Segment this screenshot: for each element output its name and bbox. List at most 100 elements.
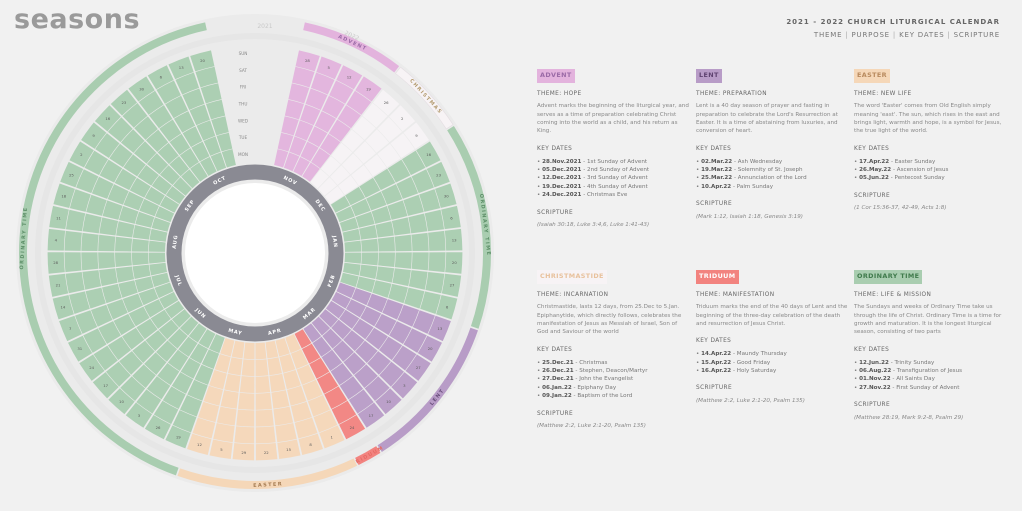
card-ordinary-time-key-dates: • 12.Jun.22 - Trinity Sunday • 06.Aug.22…	[854, 359, 1006, 393]
day-cell	[137, 164, 159, 186]
day-cell	[348, 389, 374, 414]
day-cell	[344, 252, 362, 264]
day-cell	[331, 291, 351, 309]
season-ring-segment	[303, 22, 400, 73]
card-lent: LENT THEME: PREPARATION Lent is a 40 day…	[696, 69, 848, 221]
day-cell	[372, 89, 400, 116]
app-logo[interactable]: seasons	[14, 4, 141, 35]
card-advent-key-dates-title: KEY DATES	[537, 145, 573, 152]
week-day-label: 25	[69, 172, 74, 177]
day-cell	[128, 76, 155, 102]
card-ordinary-time-tag[interactable]: ORDINARY TIME	[854, 270, 923, 284]
day-cell	[345, 186, 366, 206]
day-cell	[125, 402, 153, 428]
nav-purpose[interactable]: PURPOSE	[851, 31, 890, 39]
card-advent-tag[interactable]: ADVENT	[537, 69, 575, 83]
card-christmastide-tag[interactable]: CHRISTMASTIDE	[537, 270, 607, 284]
day-cell	[198, 401, 220, 423]
nav-theme[interactable]: THEME	[813, 31, 843, 39]
month-label: MAY	[228, 328, 243, 337]
day-cell	[322, 328, 343, 349]
card-easter-description: The word 'Easter' comes from Old English…	[854, 103, 1002, 135]
day-cell	[330, 362, 353, 386]
day-cell	[255, 342, 267, 360]
day-cell	[203, 136, 221, 156]
key-date-item: • 25.Mar.22 - Annunciation of the Lord	[696, 175, 807, 182]
week-day-label: 20	[428, 346, 433, 351]
week-day-label: 13	[452, 238, 457, 243]
day-cell	[132, 340, 155, 363]
card-easter-tag[interactable]: EASTER	[854, 69, 890, 83]
day-cell	[350, 198, 371, 217]
day-cell	[49, 205, 69, 230]
day-cell	[211, 116, 229, 136]
card-christmastide-description: Christmastide, lasts 12 days, from 25.De…	[537, 304, 682, 336]
day-cell	[361, 238, 379, 252]
day-cell	[149, 105, 173, 129]
week-day-label: 2	[80, 152, 83, 157]
day-cell	[150, 309, 171, 329]
week-day-label: 12	[197, 442, 202, 447]
day-cell	[336, 282, 356, 299]
day-cell	[60, 161, 84, 188]
card-ordinary-time-scripture: (Matthew 28:19, Mark 9:2-8, Psalm 29)	[854, 414, 964, 421]
day-cell	[99, 159, 123, 183]
day-cell	[115, 266, 135, 283]
day-cell	[375, 388, 402, 415]
week-day-label: 1	[331, 435, 334, 440]
day-cell	[354, 364, 378, 388]
day-cell	[187, 379, 208, 401]
nav-key-dates[interactable]: KEY DATES	[899, 31, 945, 39]
day-cell	[59, 315, 82, 342]
key-date-item: • 12.Jun.22 - Trinity Sunday	[854, 359, 935, 366]
week-day-label: 6	[450, 215, 453, 220]
day-cell	[267, 357, 283, 376]
day-cell	[147, 65, 174, 90]
day-cell	[389, 105, 416, 132]
week-day-label: 6	[160, 75, 163, 80]
day-cell	[387, 159, 411, 183]
day-cell	[144, 414, 171, 440]
day-cell	[320, 156, 341, 177]
day-cell	[69, 189, 91, 212]
day-cell	[76, 169, 99, 194]
day-cell	[195, 66, 219, 88]
day-cell	[134, 116, 158, 140]
day-cell	[428, 315, 451, 342]
key-date-item: • 06.Jan.22 - Epiphany Day	[537, 384, 617, 391]
day-cell	[290, 401, 312, 423]
day-cell	[303, 323, 322, 343]
nav-scripture[interactable]: SCRIPTURE	[953, 31, 1000, 39]
day-cell	[426, 161, 450, 188]
day-cell	[291, 66, 315, 88]
day-cell	[365, 129, 390, 153]
day-cell	[341, 129, 365, 152]
day-cell	[329, 80, 354, 104]
day-cell	[65, 209, 86, 232]
week-day-label: 24	[89, 365, 94, 370]
day-cell	[365, 327, 388, 350]
day-cell	[231, 340, 245, 359]
card-triduum-tag[interactable]: TRIDUUM	[696, 270, 739, 284]
day-cell	[441, 205, 461, 230]
weekday-label: WED	[238, 118, 248, 123]
day-cell	[109, 143, 133, 168]
day-cell	[81, 252, 99, 271]
day-cell	[441, 273, 462, 297]
key-date-item: • 27.Nov.22 - First Sunday of Advent	[854, 384, 960, 391]
day-cell	[355, 340, 378, 363]
day-cell	[175, 72, 200, 95]
card-easter-key-dates: • 17.Apr.22 - Easter Sunday • 26.May.22 …	[854, 158, 1006, 183]
day-cell	[279, 353, 296, 373]
day-cell	[165, 425, 191, 449]
day-cell	[416, 141, 441, 168]
day-cell	[189, 343, 208, 364]
day-cell	[119, 351, 143, 375]
day-cell	[167, 349, 189, 371]
key-date-item: • 02.Mar.22 - Ash Wednesday	[696, 158, 783, 165]
day-cell	[210, 152, 227, 172]
card-lent-tag[interactable]: LENT	[696, 69, 722, 83]
card-triduum-scripture-title: SCRIPTURE	[696, 385, 733, 392]
week-day-label: 14	[60, 304, 65, 309]
day-cell	[155, 206, 175, 223]
